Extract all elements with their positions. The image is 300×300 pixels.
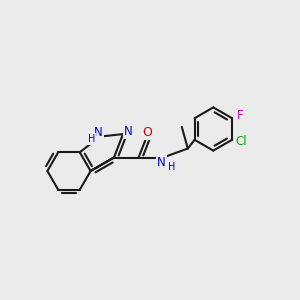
Text: O: O xyxy=(142,126,152,139)
Text: N: N xyxy=(124,125,133,138)
Text: N: N xyxy=(94,127,103,140)
Text: H: H xyxy=(88,134,95,144)
Text: N: N xyxy=(157,156,166,170)
Text: F: F xyxy=(237,109,244,122)
Text: H: H xyxy=(168,162,175,172)
Text: Cl: Cl xyxy=(236,135,248,148)
